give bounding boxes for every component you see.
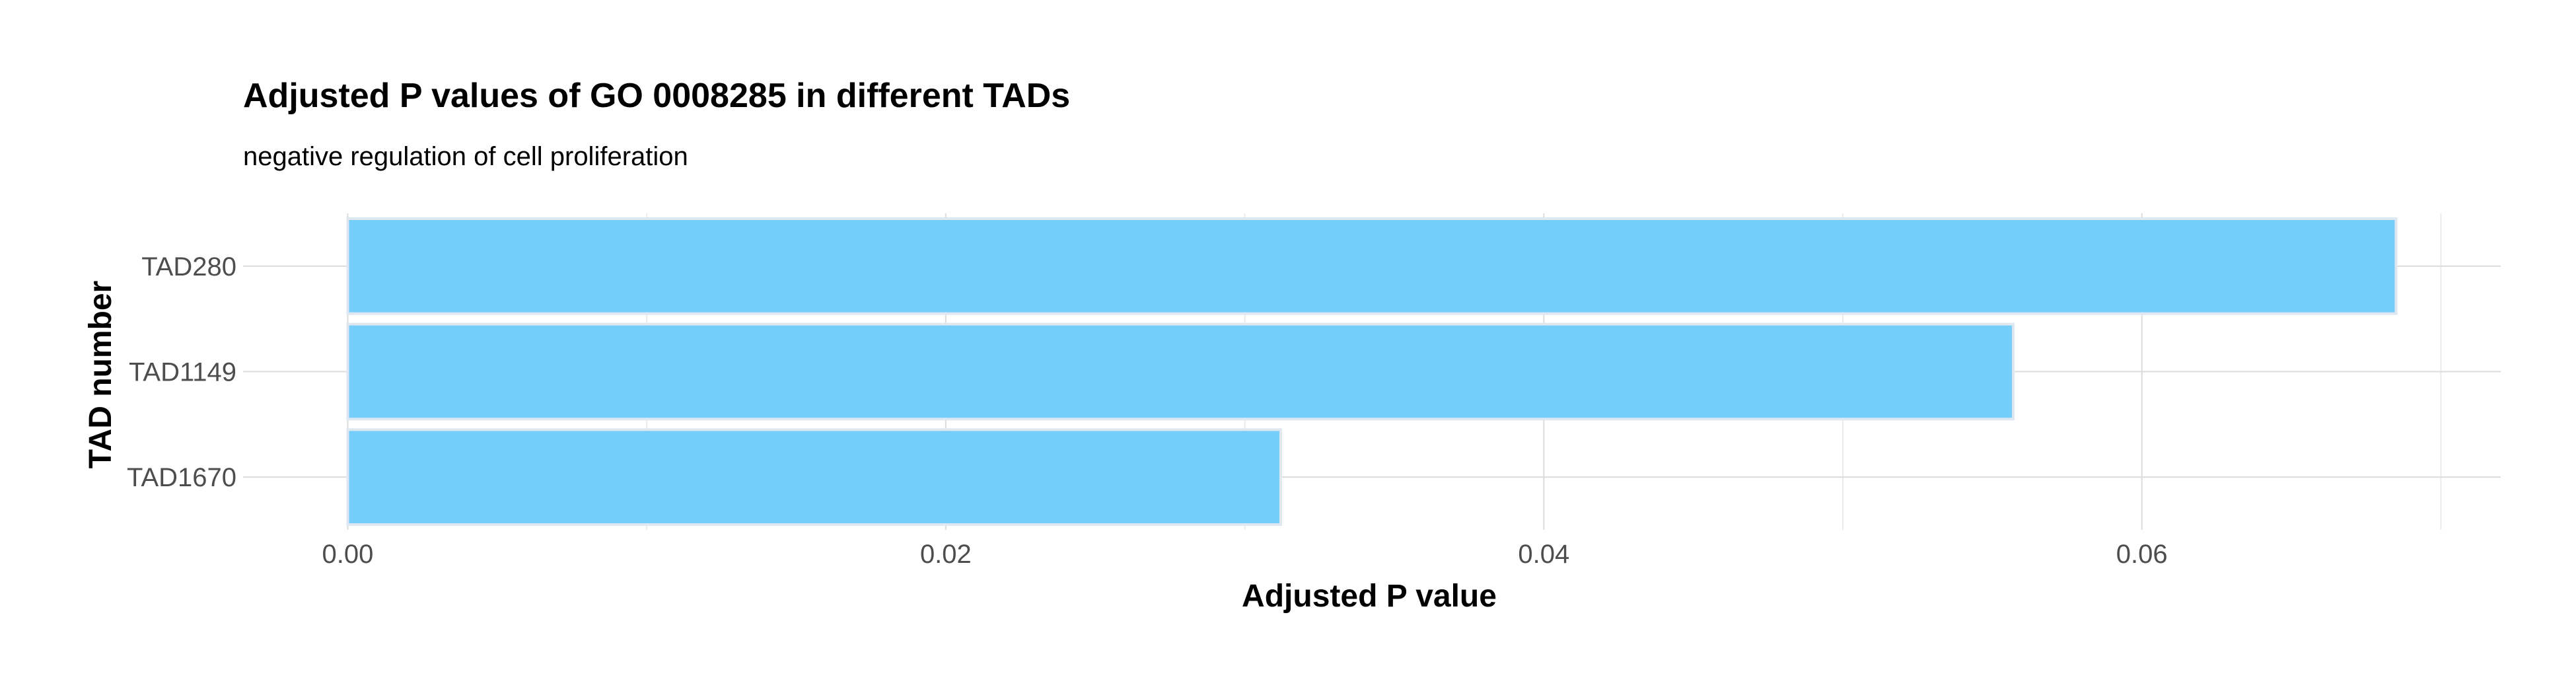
x-tick-label: 0.02 <box>920 540 972 569</box>
x-tick-label: 0.06 <box>2116 540 2168 569</box>
x-tick-label: 0.04 <box>1518 540 1569 569</box>
y-axis-label: TAD number <box>83 281 118 468</box>
bar-tad1149 <box>346 322 2015 421</box>
chart-title: Adjusted P values of GO 0008285 in diffe… <box>243 77 1070 115</box>
x-tick-label: 0.00 <box>322 540 374 569</box>
y-tick-label: TAD1149 <box>129 358 236 387</box>
x-axis-label: Adjusted P value <box>1242 579 1497 614</box>
bar-tad280 <box>346 217 2398 315</box>
bar-tad1670 <box>346 428 1282 527</box>
y-tick-label: TAD280 <box>141 252 236 281</box>
tick-label-layer: 0.00 0.02 0.04 0.06 TAD280 TAD1149 TAD1670 <box>127 252 2168 569</box>
chart-subtitle: negative regulation of cell proliferatio… <box>243 142 688 171</box>
bar-layer <box>346 217 2398 527</box>
y-tick-label: TAD1670 <box>127 463 236 492</box>
